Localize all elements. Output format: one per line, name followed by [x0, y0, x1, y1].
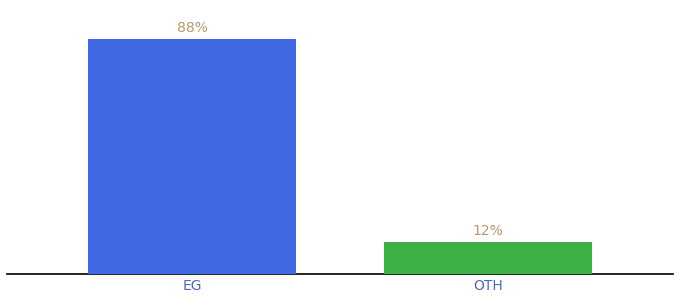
Text: 88%: 88%	[177, 21, 207, 35]
Bar	[88, 39, 296, 274]
Text: 12%: 12%	[473, 224, 503, 238]
Bar	[384, 242, 592, 274]
